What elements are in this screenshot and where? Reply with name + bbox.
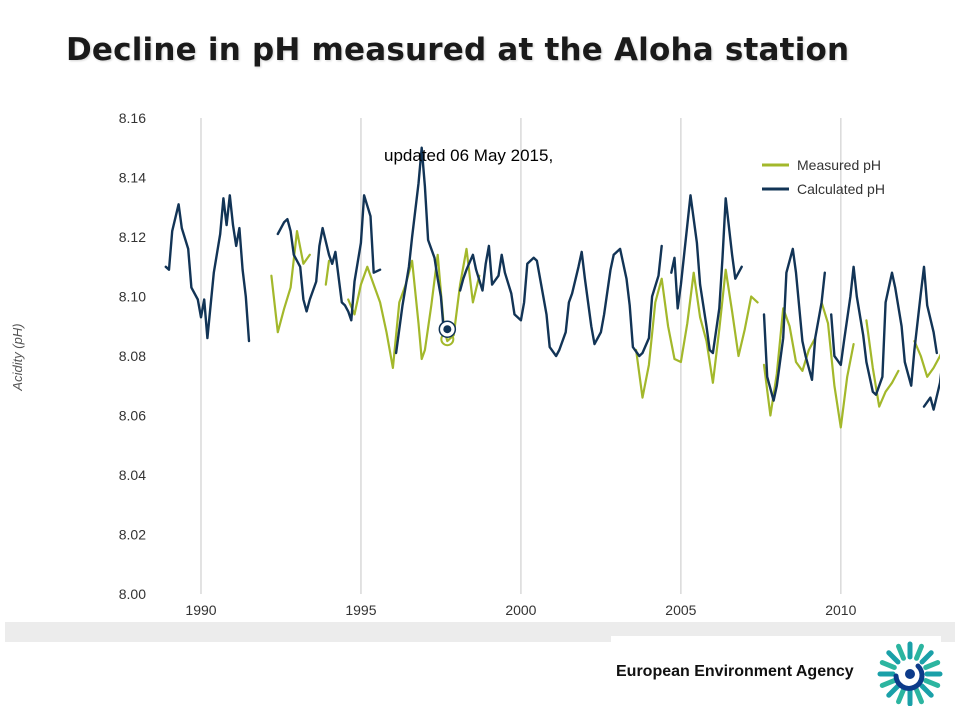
- x-tick-label: 2000: [505, 602, 536, 618]
- y-tick-label: 8.04: [119, 467, 146, 483]
- measured-ph-line: [347, 247, 481, 369]
- x-tick-label: 1995: [345, 602, 376, 618]
- x-tick-label: 2005: [665, 602, 696, 618]
- highlight-marker: [438, 320, 457, 347]
- logo-spoke: [879, 660, 897, 670]
- logo-spoke: [879, 678, 897, 688]
- measured-ph-line: [324, 259, 331, 286]
- logo-spoke: [919, 683, 934, 698]
- y-tick-label: 8.02: [119, 527, 146, 543]
- calculated-ph-line: [762, 247, 826, 402]
- y-tick-label: 8.08: [119, 348, 146, 364]
- x-tick-label: 1990: [185, 602, 216, 618]
- footer-band-notch: [611, 636, 941, 642]
- calculated-ph-line: [164, 194, 251, 343]
- calculated-ph-line: [830, 265, 938, 396]
- y-tick-label: 8.00: [119, 586, 146, 602]
- measured-ph-line: [865, 319, 900, 408]
- measured-ph-line: [270, 230, 311, 334]
- y-tick-label: 8.12: [119, 229, 146, 245]
- calculated-ph-line: [276, 194, 382, 322]
- logo-spoke: [896, 687, 906, 705]
- agency-name: European Environment Agency: [616, 663, 854, 680]
- y-tick-label: 8.10: [119, 289, 146, 305]
- logo-spoke: [886, 650, 901, 665]
- y-tick-label: 8.16: [119, 110, 146, 126]
- calculated-ph-line: [670, 194, 743, 355]
- legend-label-measured[interactable]: Measured pH: [797, 157, 881, 173]
- series-lines: [164, 146, 940, 429]
- logo-spoke: [886, 683, 901, 698]
- update-note: updated 06 May 2015,: [384, 146, 554, 165]
- calculated-ph-line: [458, 244, 663, 358]
- logo-spoke: [923, 660, 941, 670]
- y-tick-label: 8.06: [119, 408, 146, 424]
- y-axis-label: Acidity (pH): [10, 323, 25, 391]
- chart-legend: Measured pH Calculated pH: [762, 157, 885, 197]
- grid-lines: [200, 118, 842, 594]
- y-tick-label: 8.14: [119, 170, 146, 186]
- axes: 1990 1995 2000 2005 2010 8.16 8.14 8.12 8.10 8.08…: [119, 110, 857, 618]
- legend-label-calculated[interactable]: Calculated pH: [797, 181, 885, 197]
- measured-ph-line: [913, 340, 940, 378]
- calculated-ph-line: [922, 372, 940, 411]
- x-tick-label: 2010: [825, 602, 856, 618]
- logo-spoke: [914, 643, 924, 661]
- eea-logo-icon: [877, 641, 943, 706]
- measured-ph-line: [634, 268, 759, 399]
- footer-band: [5, 622, 955, 642]
- logo-spoke: [896, 643, 906, 661]
- logo-spoke: [919, 650, 934, 665]
- series-measured-ph: [270, 230, 940, 429]
- logo-spoke: [923, 678, 941, 688]
- highlight-point[interactable]: [443, 325, 452, 334]
- logo-spoke: [914, 687, 924, 705]
- measured-ph-line: [820, 301, 855, 429]
- page-title: Decline in pH measured at the Aloha stat…: [66, 32, 850, 68]
